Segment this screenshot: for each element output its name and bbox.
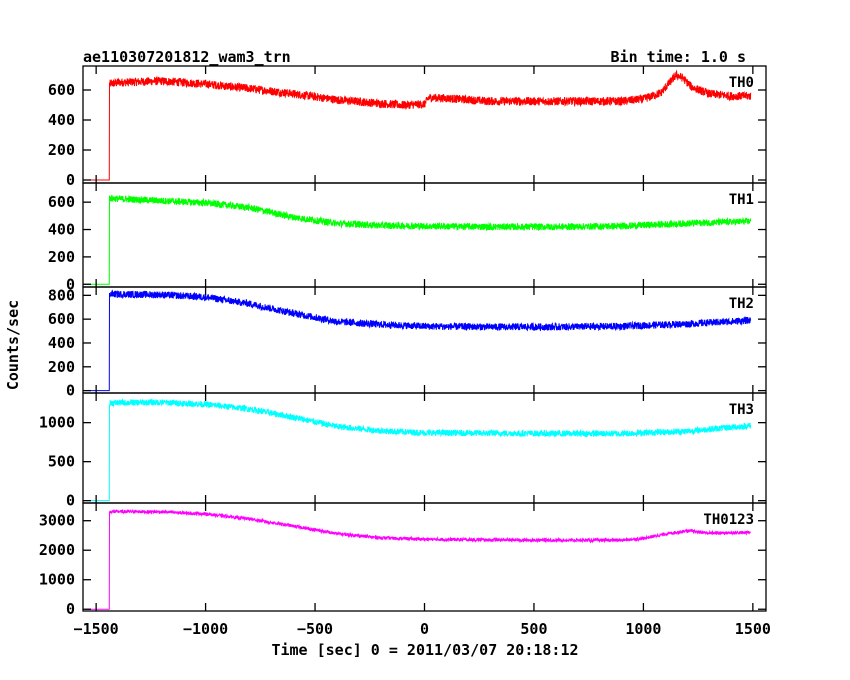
y-tick-label: 0 bbox=[66, 171, 75, 189]
x-tick-label: 0 bbox=[420, 620, 429, 638]
panel-th1: 0 200 400 600 TH1 bbox=[48, 182, 767, 293]
panels-group: 0 200 400 600 TH0 0 200 400 600 TH1 0 200 400 600 800 T… bbox=[39, 65, 767, 618]
x-tick-label: 1500 bbox=[735, 620, 771, 638]
panel-label: TH0 bbox=[729, 75, 754, 91]
y-tick-label: 1000 bbox=[39, 414, 75, 432]
x-axis: −1500 −1000 −500 0 500 1000 1500 bbox=[74, 620, 771, 638]
y-tick-label: 3000 bbox=[39, 512, 75, 530]
series-line-th0 bbox=[85, 69, 752, 181]
y-tick-label: 600 bbox=[48, 81, 75, 99]
y-tick-label: 500 bbox=[48, 453, 75, 471]
x-axis-label: Time [sec] 0 = 2011/03/07 20:18:12 bbox=[271, 641, 578, 659]
panel-label: TH0123 bbox=[703, 512, 754, 528]
panel-label: TH1 bbox=[729, 192, 754, 208]
y-tick-label: 400 bbox=[48, 111, 75, 129]
y-tick-label: 0 bbox=[66, 275, 75, 293]
y-tick-label: 600 bbox=[48, 193, 75, 211]
bin-time-label: Bin time: 1.0 s bbox=[611, 48, 746, 66]
panel-frame bbox=[82, 502, 767, 612]
y-tick-label: 800 bbox=[48, 286, 75, 304]
x-tick-label: 1000 bbox=[625, 620, 661, 638]
x-tick-label: −1500 bbox=[74, 620, 119, 638]
y-tick-label: 400 bbox=[48, 334, 75, 352]
panel-th2: 0 200 400 600 800 TH2 bbox=[48, 286, 767, 400]
x-tick-label: −1000 bbox=[183, 620, 228, 638]
panel-frame bbox=[82, 182, 767, 288]
y-tick-label: 0 bbox=[66, 492, 75, 510]
y-tick-label: 200 bbox=[48, 248, 75, 266]
panel-th0123: 0 1000 2000 3000 TH0123 bbox=[39, 502, 767, 618]
y-tick-label: 600 bbox=[48, 310, 75, 328]
series-line-th0123 bbox=[85, 508, 751, 610]
y-tick-label: 0 bbox=[66, 382, 75, 400]
y-tick-label: 200 bbox=[48, 141, 75, 159]
y-tick-label: 1000 bbox=[39, 571, 75, 589]
x-tick-label: −500 bbox=[297, 620, 333, 638]
panel-th3: 0 500 1000 TH3 bbox=[39, 392, 767, 510]
panel-th0: 0 200 400 600 TH0 bbox=[48, 65, 767, 189]
y-tick-label: 400 bbox=[48, 221, 75, 239]
panel-label: TH2 bbox=[729, 296, 754, 312]
panel-frame bbox=[82, 392, 767, 504]
y-tick-label: 2000 bbox=[39, 541, 75, 559]
series-line-th2 bbox=[85, 289, 752, 392]
panel-label: TH3 bbox=[729, 402, 754, 418]
x-tick-label: 500 bbox=[520, 620, 547, 638]
y-tick-label: 200 bbox=[48, 358, 75, 376]
series-line-th3 bbox=[85, 397, 752, 502]
y-axis-label: Counts/sec bbox=[4, 300, 22, 390]
chart-title: ae110307201812_wam3_trn bbox=[83, 48, 291, 66]
panel-frame bbox=[82, 286, 767, 394]
y-tick-label: 0 bbox=[66, 600, 75, 618]
series-line-th1 bbox=[85, 194, 752, 285]
